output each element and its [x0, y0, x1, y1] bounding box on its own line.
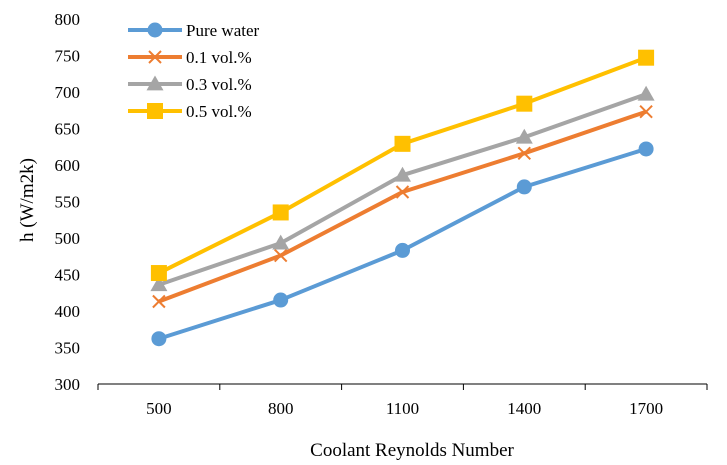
x-axis: 500 800 1100 1400 1700: [97, 383, 708, 418]
data-point: [638, 141, 654, 157]
legend-label: 0.5 vol.%: [186, 102, 252, 121]
legend-item: 0.5 vol.%: [128, 102, 252, 121]
data-point: [637, 85, 655, 101]
series-group: [150, 49, 655, 347]
data-point: [152, 294, 166, 309]
y-tick-label: 450: [55, 266, 81, 285]
data-point: [515, 128, 533, 144]
data-point: [394, 166, 411, 182]
data-point: [516, 179, 532, 195]
y-tick-label: 800: [55, 10, 81, 29]
data-point: [517, 146, 532, 161]
y-tick-label: 700: [55, 83, 81, 102]
series-0: [151, 141, 654, 347]
y-tick-label: 550: [55, 193, 81, 212]
y-tick-label: 400: [55, 302, 81, 321]
data-point: [273, 292, 289, 308]
legend-item: Pure water: [128, 21, 260, 40]
legend-label: Pure water: [186, 21, 260, 40]
y-tick-label: 600: [55, 156, 81, 175]
y-axis-title: h (W/m2k): [17, 158, 38, 242]
y-tick-label: 300: [55, 375, 81, 394]
series-3: [150, 49, 655, 282]
y-tick-label: 500: [55, 229, 81, 248]
data-point: [151, 331, 167, 347]
x-tick-label: 800: [268, 399, 294, 418]
legend-label: 0.3 vol.%: [186, 75, 252, 94]
x-axis-title: Coolant Reynolds Number: [310, 440, 514, 461]
y-tick-label: 350: [55, 339, 81, 358]
data-point: [273, 248, 288, 263]
legend-label: 0.1 vol.%: [186, 48, 252, 67]
data-point: [395, 242, 410, 258]
legend-marker: [148, 50, 162, 64]
legend-item: 0.3 vol.%: [128, 75, 252, 94]
data-point: [395, 185, 410, 199]
legend-item: 0.1 vol.%: [128, 48, 252, 67]
data-point: [638, 49, 655, 66]
data-point: [150, 276, 168, 292]
series-2: [150, 85, 655, 292]
y-tick-label: 750: [55, 47, 81, 66]
x-tick-label: 1100: [386, 399, 419, 418]
data-point: [272, 234, 290, 250]
data-point: [272, 204, 289, 221]
x-tick-label: 500: [146, 399, 172, 418]
legend-marker: [147, 103, 163, 119]
x-tick-label: 1400: [507, 399, 541, 418]
legend-marker: [146, 75, 164, 91]
series-1: [152, 105, 653, 309]
data-point: [516, 95, 533, 112]
data-point: [150, 265, 167, 282]
data-point: [639, 105, 653, 119]
legend: Pure water 0.1 vol.% 0.3 vol.% 0.5 vol.%: [128, 21, 260, 121]
legend-marker: [147, 22, 163, 38]
y-tick-label: 650: [55, 120, 81, 139]
data-point: [394, 135, 411, 152]
x-tick-label: 1700: [629, 399, 663, 418]
y-axis-ticks: 300 350 400 450 500 550 600 650 700 750 800: [55, 10, 81, 394]
